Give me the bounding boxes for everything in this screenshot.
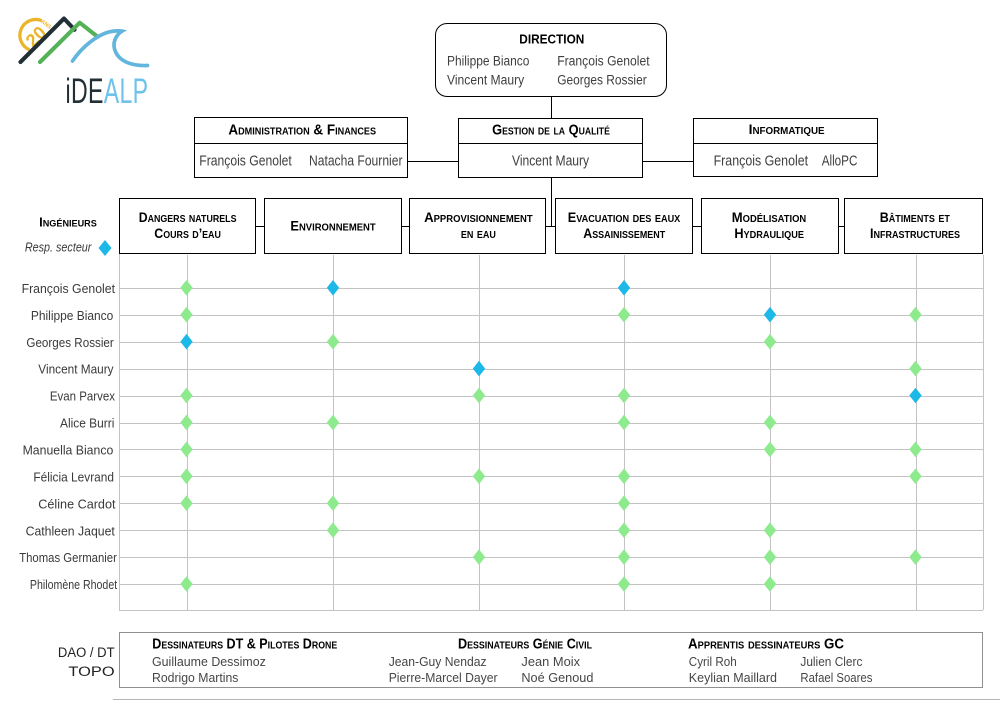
svg-text:Resp. secteur: Resp. secteur bbox=[25, 240, 92, 255]
svg-text:Rafael Soares: Rafael Soares bbox=[800, 670, 872, 685]
svg-text:iDEALP: iDEALP bbox=[66, 72, 149, 111]
svg-text:Julien Clerc: Julien Clerc bbox=[800, 654, 863, 669]
svg-text:Ingénieurs: Ingénieurs bbox=[39, 214, 97, 229]
svg-text:Rodrigo Martins: Rodrigo Martins bbox=[152, 670, 238, 685]
svg-text:Cours d’eau: Cours d’eau bbox=[154, 225, 221, 241]
svg-text:Noé Genoud: Noé Genoud bbox=[521, 670, 593, 685]
svg-text:Philomène Rhodet: Philomène Rhodet bbox=[30, 577, 118, 592]
svg-text:Dessinateurs DT & Pilotes Dron: Dessinateurs DT & Pilotes Drone bbox=[152, 636, 337, 652]
svg-text:Céline Cardot: Céline Cardot bbox=[38, 496, 116, 511]
svg-text:Hydraulique: Hydraulique bbox=[734, 225, 804, 241]
svg-text:Guillaume Dessimoz: Guillaume Dessimoz bbox=[152, 654, 266, 669]
svg-text:Jean-Guy Nendaz: Jean-Guy Nendaz bbox=[389, 654, 487, 669]
svg-text:Modélisation: Modélisation bbox=[732, 209, 806, 225]
svg-text:DAO / DT: DAO / DT bbox=[58, 645, 115, 660]
svg-text:François Genolet: François Genolet bbox=[557, 53, 650, 68]
svg-text:Assainissement: Assainissement bbox=[583, 225, 665, 241]
svg-text:Dessinateurs Génie Civil: Dessinateurs Génie Civil bbox=[458, 636, 592, 652]
svg-text:Keylian Maillard: Keylian Maillard bbox=[689, 670, 777, 685]
svg-text:AlloPC: AlloPC bbox=[822, 153, 858, 169]
svg-text:Environnement: Environnement bbox=[290, 218, 375, 233]
svg-text:Informatique: Informatique bbox=[749, 122, 825, 138]
svg-text:Pierre-Marcel Dayer: Pierre-Marcel Dayer bbox=[389, 670, 499, 685]
svg-text:Georges Rossier: Georges Rossier bbox=[26, 335, 114, 350]
svg-text:Evan Parvex: Evan Parvex bbox=[50, 389, 116, 404]
svg-text:TOPO: TOPO bbox=[68, 664, 114, 679]
svg-text:François Genolet: François Genolet bbox=[199, 153, 291, 169]
svg-text:François Genolet: François Genolet bbox=[22, 281, 116, 296]
svg-text:Philippe Bianco: Philippe Bianco bbox=[31, 308, 113, 323]
svg-text:Vincent Maury: Vincent Maury bbox=[512, 153, 590, 169]
svg-text:Félicia Levrand: Félicia Levrand bbox=[33, 469, 114, 484]
svg-text:Infrastructures: Infrastructures bbox=[870, 225, 960, 241]
svg-text:en eau: en eau bbox=[461, 225, 496, 241]
svg-text:Bâtiments et: Bâtiments et bbox=[880, 209, 950, 225]
svg-text:Manuella Bianco: Manuella Bianco bbox=[23, 443, 114, 458]
svg-text:Administration & Finances: Administration & Finances bbox=[228, 123, 376, 139]
svg-text:Philippe Bianco: Philippe Bianco bbox=[447, 53, 529, 68]
svg-text:Apprentis dessinateurs GC: Apprentis dessinateurs GC bbox=[688, 636, 844, 652]
svg-text:Cathleen Jaquet: Cathleen Jaquet bbox=[26, 523, 116, 538]
svg-text:Vincent Maury: Vincent Maury bbox=[38, 362, 114, 377]
svg-text:DIRECTION: DIRECTION bbox=[519, 31, 584, 46]
svg-text:Dangers naturels: Dangers naturels bbox=[139, 209, 237, 225]
svg-text:Gestion de la Qualité: Gestion de la Qualité bbox=[492, 122, 610, 138]
svg-text:Cyril Roh: Cyril Roh bbox=[689, 654, 737, 669]
svg-text:Approvisionnement: Approvisionnement bbox=[424, 209, 533, 225]
svg-text:Evacuation des eaux: Evacuation des eaux bbox=[568, 209, 681, 225]
svg-text:Alice Burri: Alice Burri bbox=[60, 416, 114, 431]
svg-text:Thomas Germanier: Thomas Germanier bbox=[19, 550, 117, 565]
svg-text:Natacha Fournier: Natacha Fournier bbox=[309, 153, 403, 169]
svg-text:Georges Rossier: Georges Rossier bbox=[557, 73, 647, 88]
svg-text:François Genolet: François Genolet bbox=[714, 153, 809, 169]
svg-text:Jean Moix: Jean Moix bbox=[521, 654, 580, 669]
svg-text:Vincent Maury: Vincent Maury bbox=[447, 73, 524, 88]
